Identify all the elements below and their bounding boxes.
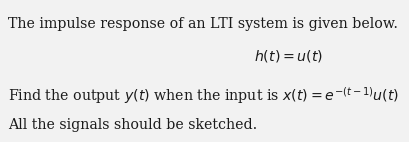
Text: $h(t) = u(t)$: $h(t) = u(t)$: [254, 48, 323, 64]
Text: All the signals should be sketched.: All the signals should be sketched.: [8, 118, 257, 132]
Text: Find the output $y(t)$ when the input is $x(t) = e^{-(t-1)}u(t)$: Find the output $y(t)$ when the input is…: [8, 85, 399, 106]
Text: The impulse response of an LTI system is given below.: The impulse response of an LTI system is…: [8, 17, 398, 31]
